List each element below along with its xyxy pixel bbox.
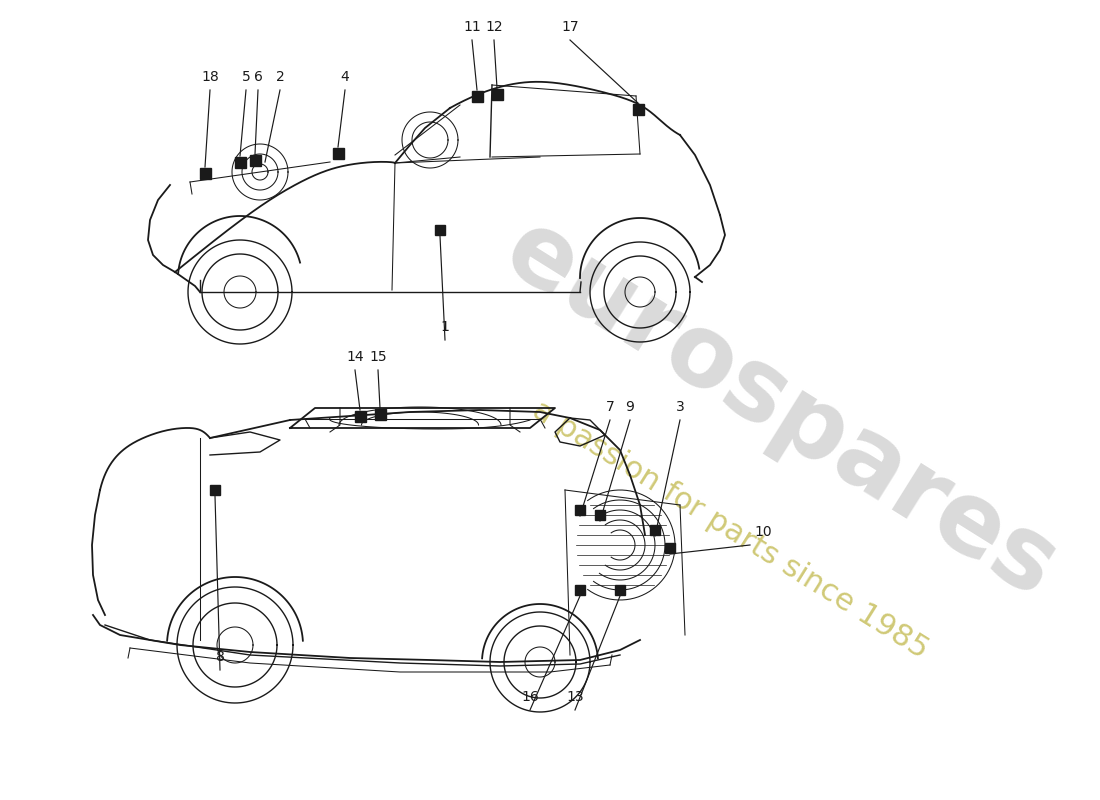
Text: 18: 18 bbox=[201, 70, 219, 84]
Text: 9: 9 bbox=[626, 400, 635, 414]
Bar bbox=[615, 585, 625, 595]
Text: 5: 5 bbox=[242, 70, 251, 84]
Text: 4: 4 bbox=[341, 70, 350, 84]
Bar bbox=[234, 157, 245, 167]
Bar bbox=[374, 409, 385, 419]
Text: 6: 6 bbox=[254, 70, 263, 84]
Text: 11: 11 bbox=[463, 20, 481, 34]
Text: 2: 2 bbox=[276, 70, 285, 84]
Text: 12: 12 bbox=[485, 20, 503, 34]
Bar bbox=[250, 154, 261, 166]
Text: 13: 13 bbox=[566, 690, 584, 704]
Text: 3: 3 bbox=[675, 400, 684, 414]
Text: 10: 10 bbox=[754, 525, 771, 539]
Bar bbox=[595, 510, 605, 520]
Bar bbox=[575, 585, 585, 595]
Bar bbox=[666, 543, 675, 553]
Bar bbox=[632, 103, 644, 114]
Bar bbox=[199, 167, 210, 178]
Text: 1: 1 bbox=[441, 320, 450, 334]
Bar bbox=[434, 225, 446, 235]
Bar bbox=[492, 89, 503, 99]
Text: 15: 15 bbox=[370, 350, 387, 364]
Text: 17: 17 bbox=[561, 20, 579, 34]
Bar bbox=[472, 90, 483, 102]
Bar bbox=[575, 505, 585, 515]
Bar bbox=[332, 147, 343, 158]
Bar bbox=[354, 410, 365, 422]
Text: 16: 16 bbox=[521, 690, 539, 704]
Text: 7: 7 bbox=[606, 400, 615, 414]
Text: 8: 8 bbox=[216, 650, 224, 664]
Bar bbox=[210, 485, 220, 495]
Bar bbox=[650, 525, 660, 535]
Text: a passion for parts since 1985: a passion for parts since 1985 bbox=[527, 395, 933, 665]
Text: eurospares: eurospares bbox=[486, 202, 1074, 618]
Text: 14: 14 bbox=[346, 350, 364, 364]
